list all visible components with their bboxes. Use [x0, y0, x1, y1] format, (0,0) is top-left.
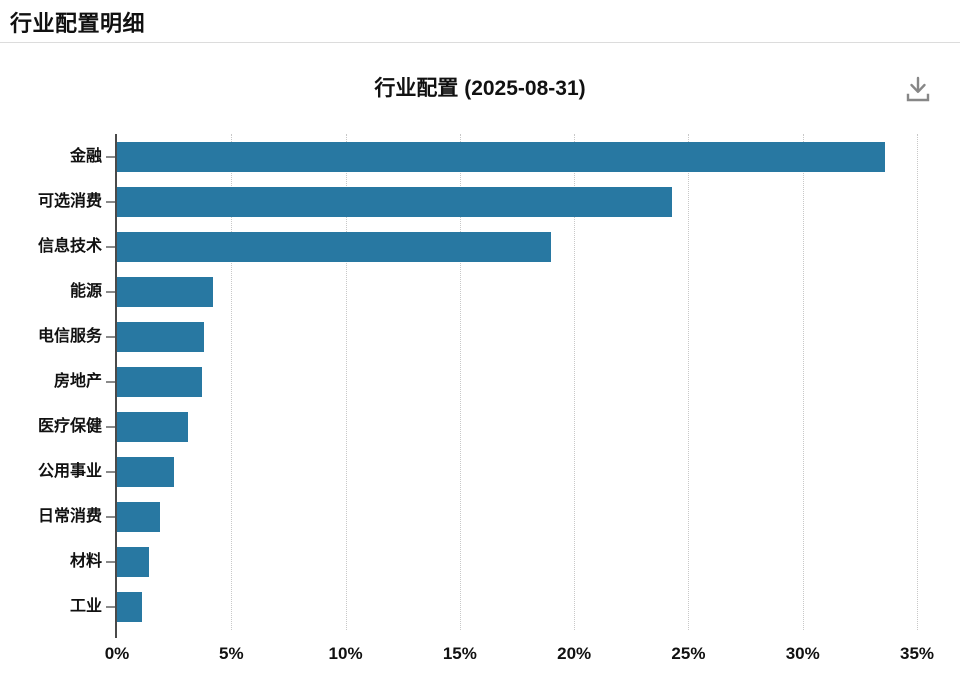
- category-label: 日常消费: [37, 508, 102, 526]
- y-axis-tick: [106, 381, 115, 383]
- category-label: 医疗保健: [37, 418, 102, 436]
- download-button[interactable]: [900, 70, 936, 110]
- chart-title: 行业配置 (2025-08-31): [374, 77, 586, 100]
- bar-6[interactable]: [117, 367, 202, 397]
- gridline-15: [459, 134, 461, 630]
- bar-7[interactable]: [117, 412, 188, 443]
- bar-11[interactable]: [117, 592, 143, 623]
- x-axis-tick-label: 30%: [785, 644, 820, 663]
- x-axis-tick-label: 10%: [328, 644, 363, 663]
- x-axis-tick-label: 0%: [104, 644, 130, 663]
- y-axis-tick-extension: [115, 630, 117, 638]
- download-icon: [904, 73, 932, 108]
- bar-8[interactable]: [117, 457, 175, 488]
- x-axis-tick-label: 35%: [899, 644, 935, 663]
- y-axis-tick: [106, 335, 115, 338]
- bar-9[interactable]: [117, 502, 161, 533]
- y-axis-tick: [106, 516, 115, 519]
- y-axis-tick: [106, 245, 115, 248]
- gridline-20: [574, 134, 576, 630]
- category-label: 信息技术: [37, 237, 102, 255]
- gridline-25: [688, 134, 690, 630]
- bar-1[interactable]: [117, 141, 885, 172]
- category-label: 金融: [69, 147, 102, 165]
- y-axis-tick: [106, 561, 115, 564]
- y-axis-tick: [106, 200, 115, 203]
- category-label: 可选消费: [37, 192, 102, 210]
- gridline-5: [231, 134, 233, 630]
- y-axis-tick: [106, 606, 115, 609]
- bar-5[interactable]: [117, 321, 204, 352]
- bar-3[interactable]: [117, 231, 552, 262]
- category-label: 房地产: [53, 373, 102, 390]
- category-label: 电信服务: [37, 327, 102, 345]
- header-divider: [0, 42, 960, 43]
- gridline-30: [802, 134, 804, 630]
- category-label: 公用事业: [37, 463, 102, 481]
- category-label: 材料: [69, 553, 102, 571]
- category-label: 能源: [69, 282, 102, 300]
- y-axis-tick: [106, 426, 115, 429]
- bar-4[interactable]: [117, 276, 213, 307]
- y-axis-tick: [106, 290, 115, 293]
- x-axis-tick-label: 15%: [442, 644, 477, 663]
- x-axis-tick-label: 20%: [557, 644, 592, 663]
- category-label: 工业: [69, 598, 102, 616]
- x-axis-tick-label: 25%: [671, 644, 706, 663]
- y-axis-tick: [106, 471, 115, 474]
- gridline-10: [345, 134, 347, 630]
- y-axis-tick: [106, 155, 115, 158]
- gridline-35: [917, 134, 918, 630]
- page-title: 行业配置明细: [10, 11, 146, 36]
- plot-area: 0% 5% 10% 15% 20% 25% 30% 35% 金融可选消费信息技术能源电信服务房地…: [38, 134, 934, 663]
- bar-10[interactable]: [117, 547, 149, 578]
- x-axis-tick-label: 5%: [218, 644, 244, 663]
- bar-2[interactable]: [117, 186, 673, 217]
